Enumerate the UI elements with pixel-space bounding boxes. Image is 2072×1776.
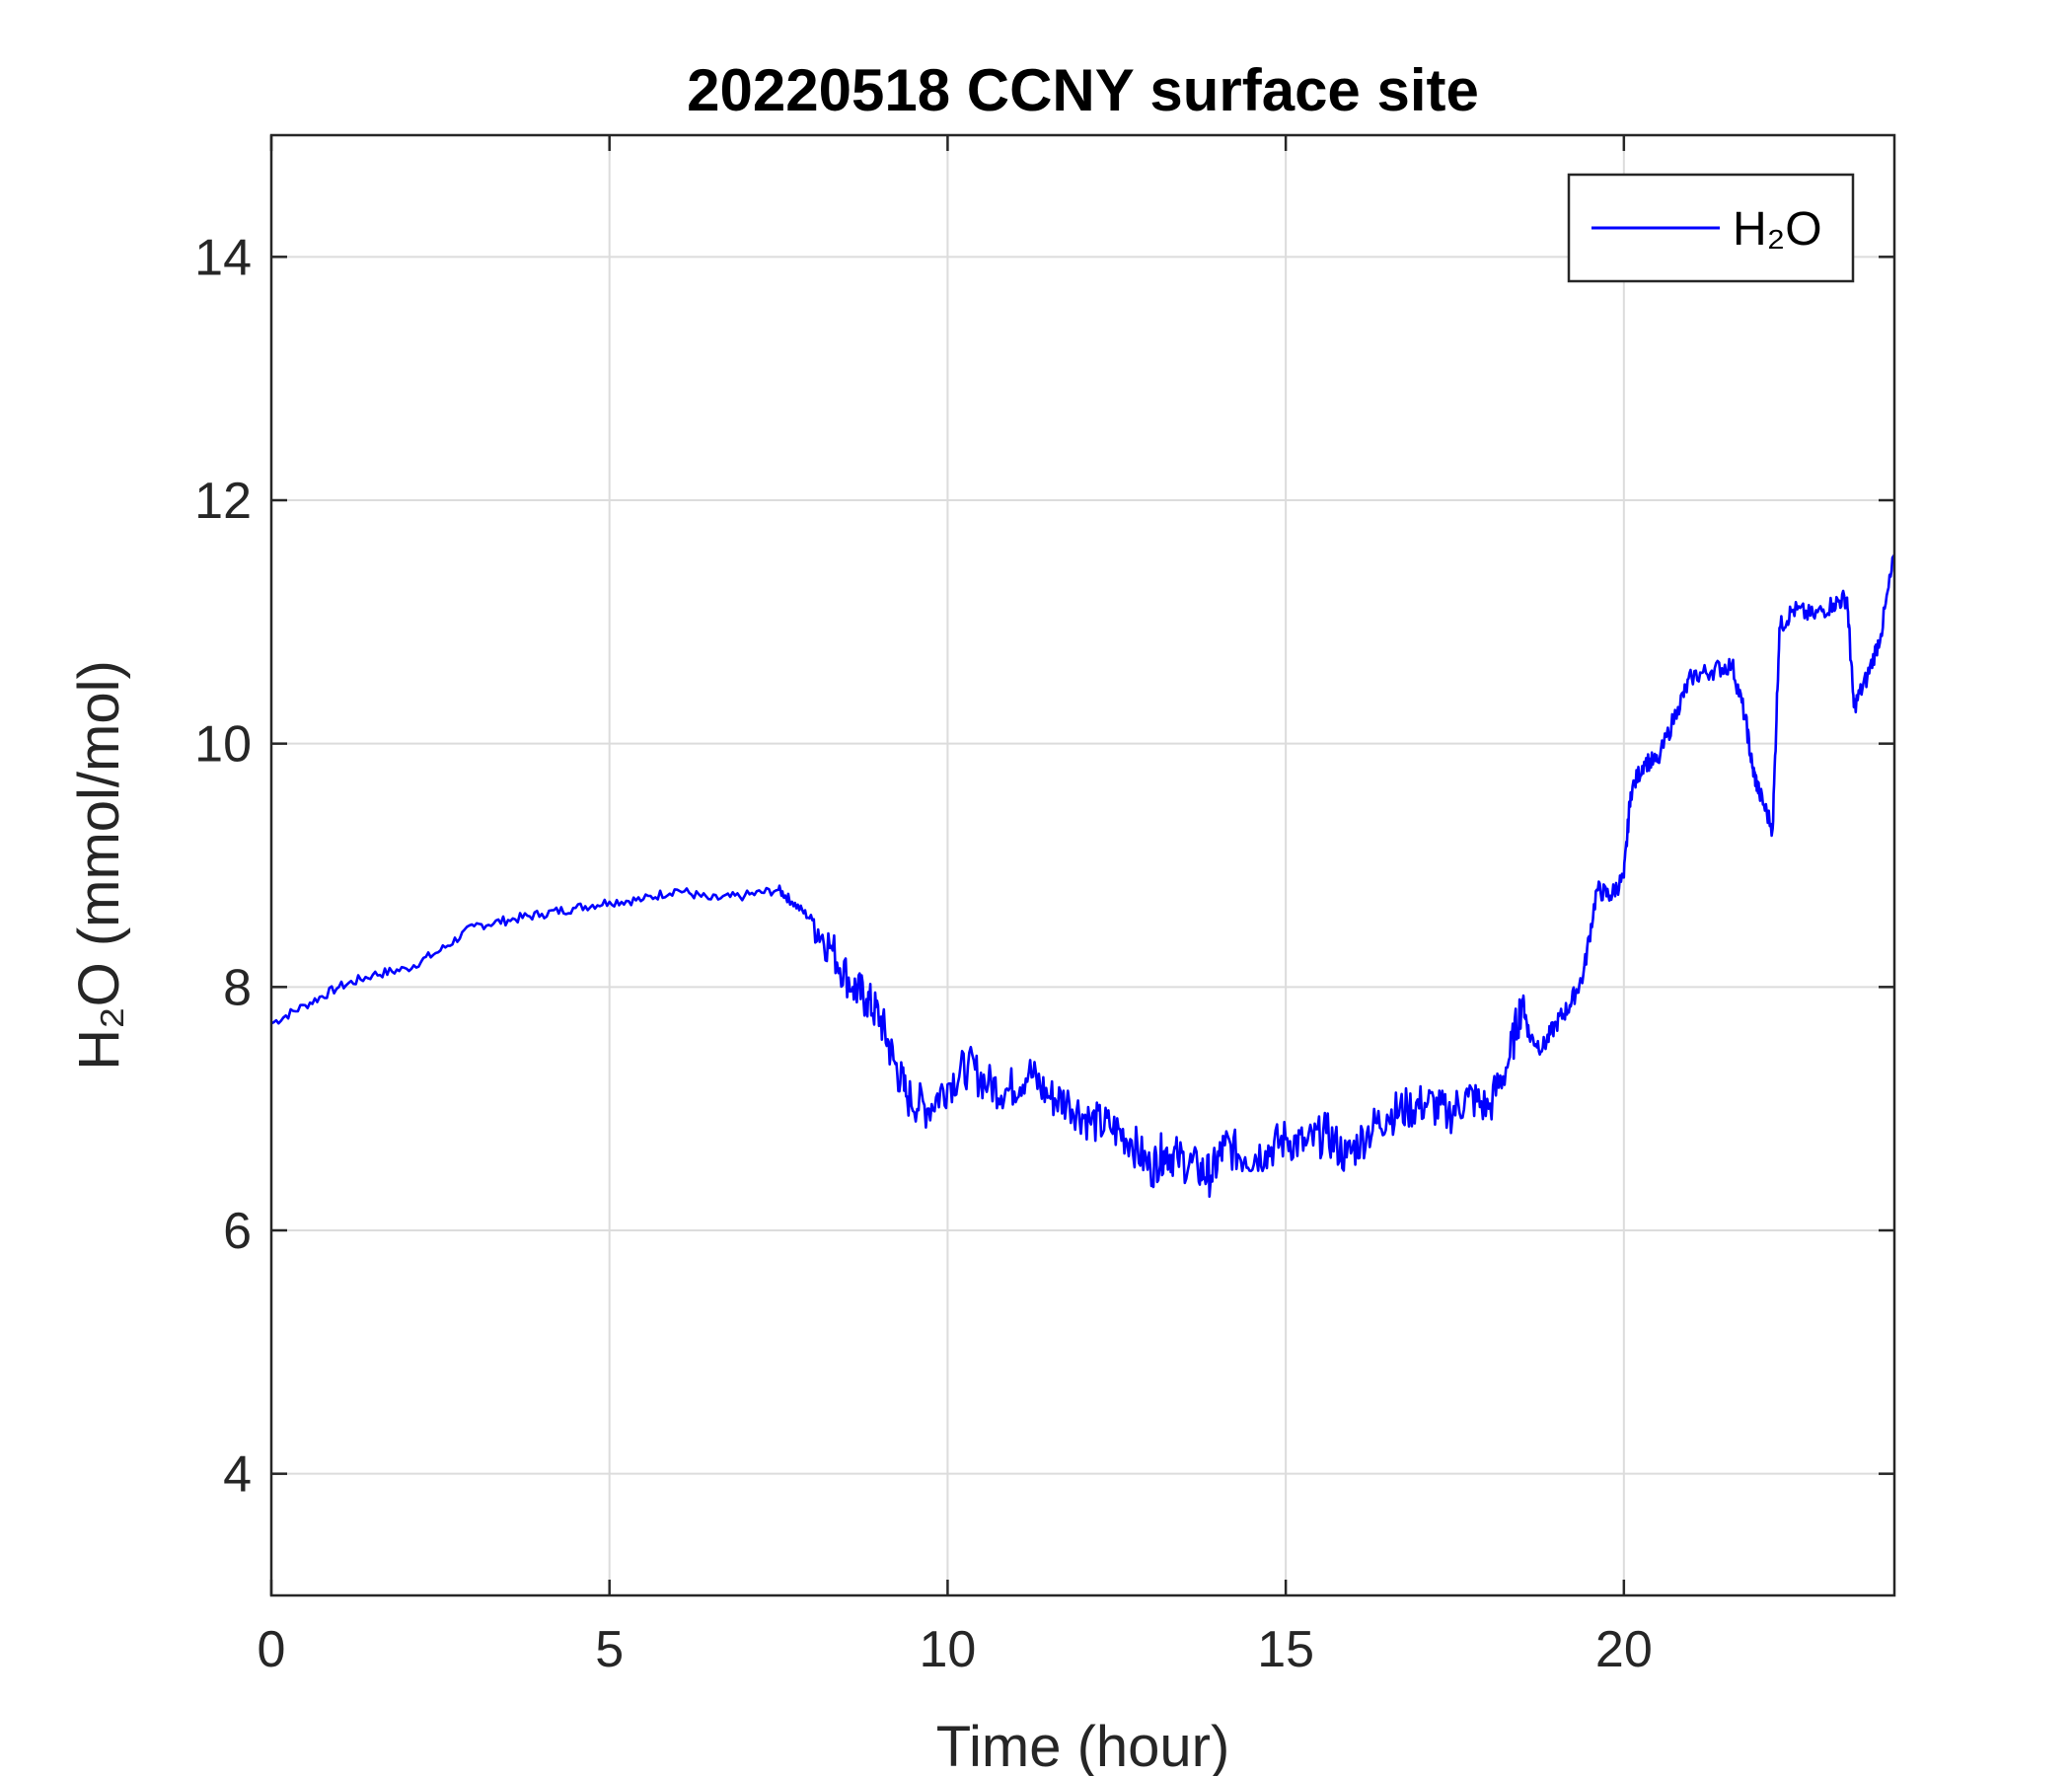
legend-entry-h2o: H₂O xyxy=(1733,203,1822,256)
y-tick-labels: 4 6 8 10 12 14 xyxy=(194,229,252,1503)
chart-title: 20220518 CCNY surface site xyxy=(687,57,1479,123)
series-line-h2o xyxy=(270,554,1895,1198)
y-tick-label: 6 xyxy=(223,1203,252,1260)
x-tick-label: 20 xyxy=(1595,1621,1653,1678)
x-tick-label: 15 xyxy=(1257,1621,1314,1678)
x-tick-label: 10 xyxy=(919,1621,976,1678)
x-tick-label: 0 xyxy=(258,1621,286,1678)
x-tick-labels: 0 5 10 15 20 xyxy=(258,1621,1653,1678)
series-layer xyxy=(270,554,1895,1198)
axis-ticks xyxy=(269,135,1894,1595)
plot-frame xyxy=(269,133,1896,1597)
y-tick-label: 12 xyxy=(194,473,252,530)
y-tick-label: 10 xyxy=(194,716,252,774)
y-axis-label: H₂O (mmol/mol) xyxy=(67,660,131,1071)
y-tick-label: 14 xyxy=(194,229,252,286)
legend: H₂O xyxy=(1567,173,1855,283)
grid-lines xyxy=(270,135,1894,1595)
y-tick-label: 4 xyxy=(223,1446,252,1504)
y-tick-label: 8 xyxy=(223,959,252,1016)
x-axis-label: Time (hour) xyxy=(936,1715,1230,1776)
x-tick-label: 5 xyxy=(595,1621,624,1678)
